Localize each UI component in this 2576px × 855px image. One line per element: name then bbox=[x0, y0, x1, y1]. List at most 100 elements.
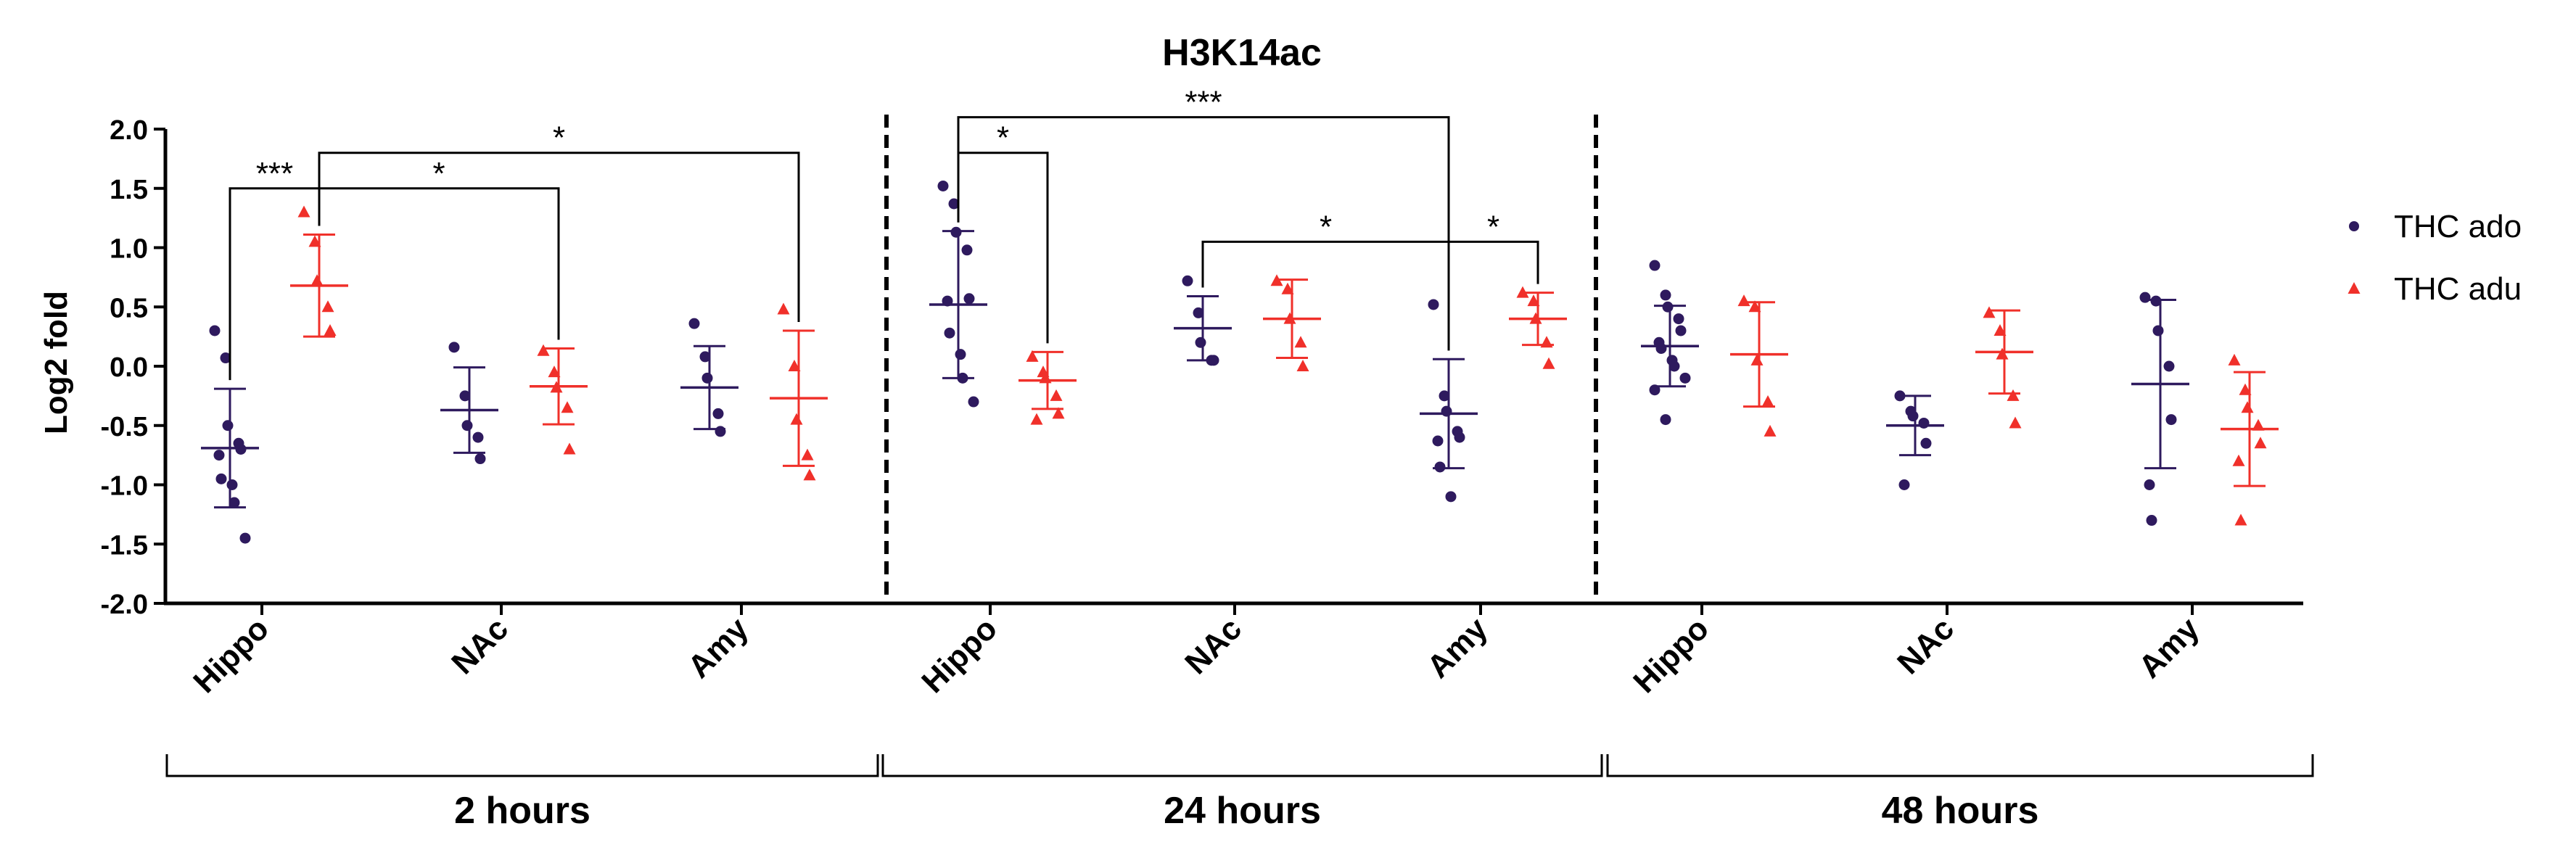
data-point bbox=[955, 349, 966, 360]
x-tick-label: Amy bbox=[1420, 611, 1494, 685]
data-point bbox=[324, 323, 337, 336]
data-point bbox=[1649, 384, 1661, 396]
data-point bbox=[209, 325, 221, 336]
data-point bbox=[1039, 371, 1052, 384]
data-point bbox=[563, 442, 576, 455]
data-point bbox=[1540, 336, 1553, 348]
significance-bracket bbox=[1447, 240, 1539, 351]
data-point bbox=[1195, 336, 1206, 348]
y-tick-label: -2.0 bbox=[101, 590, 148, 620]
data-point bbox=[701, 372, 713, 384]
data-point bbox=[215, 473, 227, 484]
data-point bbox=[1527, 294, 1540, 307]
x-tick-label: NAc bbox=[1890, 611, 1961, 681]
data-point bbox=[1454, 431, 1465, 443]
data-point bbox=[1050, 389, 1063, 401]
y-tick-label: 0.0 bbox=[110, 352, 148, 383]
data-point bbox=[950, 226, 962, 238]
x-tick-label: Hippo bbox=[915, 611, 1004, 700]
data-point bbox=[715, 426, 726, 437]
data-point bbox=[1894, 390, 1906, 402]
data-point bbox=[1270, 274, 1283, 286]
group-label: 48 hours bbox=[1882, 790, 2039, 832]
significance-label: * bbox=[432, 156, 445, 191]
data-point bbox=[297, 205, 310, 218]
data-point bbox=[2232, 454, 2245, 466]
data-point bbox=[1673, 313, 1684, 325]
x-tick-label: NAc bbox=[1178, 611, 1248, 681]
data-point bbox=[1898, 479, 1910, 490]
data-point bbox=[2150, 295, 2162, 307]
y-tick-label: -1.0 bbox=[101, 471, 148, 502]
data-point bbox=[1030, 413, 1043, 425]
plot-area: 2.0 1.5 1.0 0.5 0.0 -0.5 -1.0 -1.5 -2.0 Hippo NAc A… bbox=[101, 85, 2522, 832]
data-point bbox=[448, 342, 460, 353]
data-point bbox=[1193, 307, 1204, 318]
group-label: 24 hours bbox=[1164, 790, 1321, 832]
data-point bbox=[1907, 410, 1919, 422]
data-point bbox=[474, 453, 486, 465]
y-axis-label: Log2 fold bbox=[38, 291, 74, 434]
data-point bbox=[1668, 360, 1680, 372]
data-point bbox=[461, 420, 473, 431]
data-point bbox=[472, 431, 484, 443]
y-tick-label: -1.5 bbox=[101, 530, 148, 561]
x-tick-label: Hippo bbox=[1626, 611, 1716, 700]
data-point bbox=[1748, 300, 1761, 313]
group-label: 2 hours bbox=[454, 790, 590, 832]
data-point bbox=[1208, 355, 1219, 366]
data-point bbox=[321, 300, 334, 313]
data-point bbox=[961, 244, 973, 256]
data-point bbox=[1750, 353, 1764, 365]
data-point bbox=[235, 443, 247, 455]
data-point bbox=[229, 497, 240, 508]
data-point bbox=[2163, 360, 2175, 372]
data-point bbox=[2009, 416, 2022, 429]
data-point bbox=[310, 274, 324, 286]
data-point bbox=[1434, 461, 1446, 473]
data-point bbox=[688, 318, 700, 329]
data-point bbox=[948, 198, 960, 210]
data-point bbox=[777, 302, 790, 315]
y-tick-label: 2.0 bbox=[110, 115, 148, 146]
data-point bbox=[788, 360, 801, 371]
data-point bbox=[790, 413, 803, 425]
data-point bbox=[1529, 312, 1542, 324]
data-point bbox=[944, 327, 955, 339]
data-point bbox=[459, 390, 471, 402]
significance-bracket bbox=[318, 152, 800, 322]
x-tick-label: Amy bbox=[681, 611, 755, 685]
significance-label: * bbox=[997, 120, 1009, 156]
data-point bbox=[2165, 414, 2177, 426]
data-point bbox=[1649, 260, 1661, 271]
data-point bbox=[1026, 350, 1039, 362]
data-point bbox=[2007, 389, 2020, 401]
data-point bbox=[537, 344, 550, 356]
data-point bbox=[239, 532, 251, 544]
data-point bbox=[801, 448, 814, 460]
legend-marker bbox=[2349, 221, 2359, 231]
x-tick-label: Amy bbox=[2132, 611, 2206, 685]
significance-label: * bbox=[553, 120, 565, 156]
data-point bbox=[226, 479, 238, 490]
significance-bracket bbox=[1201, 240, 1450, 351]
data-point bbox=[1737, 294, 1750, 307]
data-point bbox=[222, 420, 234, 431]
data-point bbox=[2228, 353, 2241, 365]
data-point bbox=[1679, 372, 1691, 384]
data-point bbox=[213, 450, 225, 461]
data-point bbox=[1660, 414, 1671, 426]
data-point bbox=[1439, 390, 1450, 402]
data-point bbox=[1182, 275, 1193, 286]
y-tick-label: 1.5 bbox=[110, 175, 148, 205]
chart-title: H3K14ac bbox=[1162, 32, 1322, 74]
data-point bbox=[1283, 312, 1296, 324]
data-point bbox=[1281, 282, 1294, 294]
significance-label: *** bbox=[256, 156, 293, 191]
data-point bbox=[1764, 424, 1777, 437]
data-point bbox=[308, 235, 321, 247]
x-tick-label: NAc bbox=[445, 611, 515, 681]
y-tick-label: -0.5 bbox=[101, 412, 148, 442]
data-point bbox=[1993, 323, 2007, 336]
